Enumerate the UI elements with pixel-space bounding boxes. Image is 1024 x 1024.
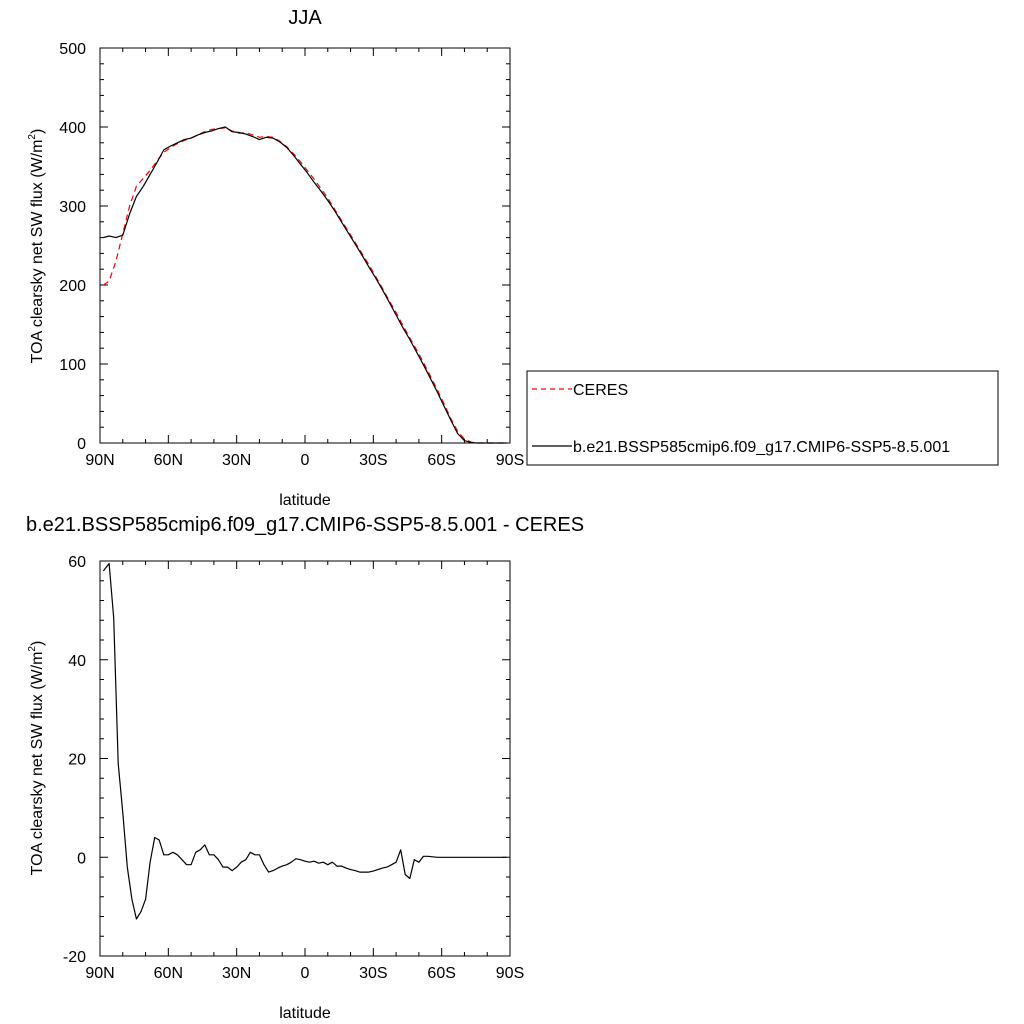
top-y-axis-label: TOA clearsky net SW flux (W/m2)	[27, 129, 46, 364]
bottom-y-axis-label-sup: 2	[27, 646, 38, 652]
bottom-x-tick-label: 0	[301, 965, 310, 982]
bottom-x-tick-label: 30N	[222, 965, 251, 982]
top-y-axis-label-close: )	[29, 129, 46, 134]
top-x-tick-label: 30S	[359, 452, 387, 469]
bottom-x-tick-labels: 90N 60N 30N 0 30S 60S 90S	[85, 965, 524, 982]
bottom-y-tick-label: 60	[68, 554, 86, 571]
bottom-x-tick-label: 30S	[359, 965, 387, 982]
bottom-y-tick-label: 0	[77, 850, 86, 867]
top-y-tick-label: 100	[59, 357, 86, 374]
top-y-tick-labels: 0 100 200 300 400 500	[59, 41, 86, 453]
top-y-tick-label: 300	[59, 199, 86, 216]
top-plot-frame	[99, 47, 511, 444]
top-x-axis-label: latitude	[279, 492, 331, 509]
bottom-x-tick-label: 90N	[85, 965, 114, 982]
bottom-y-tick-label: 40	[68, 653, 86, 670]
top-x-tick-label: 0	[301, 452, 310, 469]
top-x-tick-label: 90S	[496, 452, 524, 469]
bottom-y-tick-label: 20	[68, 752, 86, 769]
top-x-tick-label: 60S	[427, 452, 455, 469]
legend: CERES b.e21.BSSP585cmip6.f09_g17.CMIP6-S…	[526, 370, 999, 466]
top-chart-title: JJA	[288, 7, 322, 29]
bottom-panel: b.e21.BSSP585cmip6.f09_g17.CMIP6-SSP5-8.…	[26, 514, 584, 1022]
top-series-line-1	[103, 127, 507, 444]
bottom-series	[102, 562, 507, 920]
top-x-tick-label: 90N	[85, 452, 114, 469]
bottom-y-tick-label: -20	[63, 949, 86, 966]
top-series-line-2	[103, 126, 507, 444]
top-x-tick-label: 30N	[222, 452, 251, 469]
top-panel: JJA 90N 60N 30N 0 30S 60S 90S 0 100 200 300 400 500…	[27, 7, 999, 509]
legend-model-label: b.e21.BSSP585cmip6.f09_g17.CMIP6-SSP5-8.…	[573, 439, 950, 456]
top-series	[103, 126, 507, 444]
top-x-tick-labels: 90N 60N 30N 0 30S 60S 90S	[85, 452, 524, 469]
top-y-axis-label-sup: 2	[27, 134, 38, 140]
top-y-tick-label: 400	[59, 120, 86, 137]
bottom-y-axis-label-close: )	[29, 641, 46, 646]
bottom-y-axis-label: TOA clearsky net SW flux (W/m2)	[27, 641, 46, 876]
legend-ceres-label: CERES	[573, 382, 628, 399]
bottom-x-tick-label: 60N	[154, 965, 183, 982]
bottom-plot-frame	[99, 560, 511, 957]
top-y-axis-label-main: TOA clearsky net SW flux (W/m	[29, 140, 46, 364]
top-x-tick-label: 60N	[154, 452, 183, 469]
top-y-tick-label: 500	[59, 41, 86, 58]
bottom-x-tick-label: 60S	[427, 965, 455, 982]
bottom-x-axis-label: latitude	[279, 1005, 331, 1022]
bottom-y-axis-label-main: TOA clearsky net SW flux (W/m	[29, 652, 46, 876]
bottom-series-line-1	[102, 562, 507, 920]
top-y-tick-label: 0	[77, 436, 86, 453]
bottom-x-tick-label: 90S	[496, 965, 524, 982]
top-ticks	[99, 47, 511, 444]
bottom-y-tick-labels: -20 0 20 40 60	[63, 554, 86, 966]
top-y-tick-label: 200	[59, 278, 86, 295]
legend-box	[526, 370, 999, 466]
bottom-chart-title: b.e21.BSSP585cmip6.f09_g17.CMIP6-SSP5-8.…	[26, 514, 584, 536]
bottom-ticks	[99, 560, 511, 957]
